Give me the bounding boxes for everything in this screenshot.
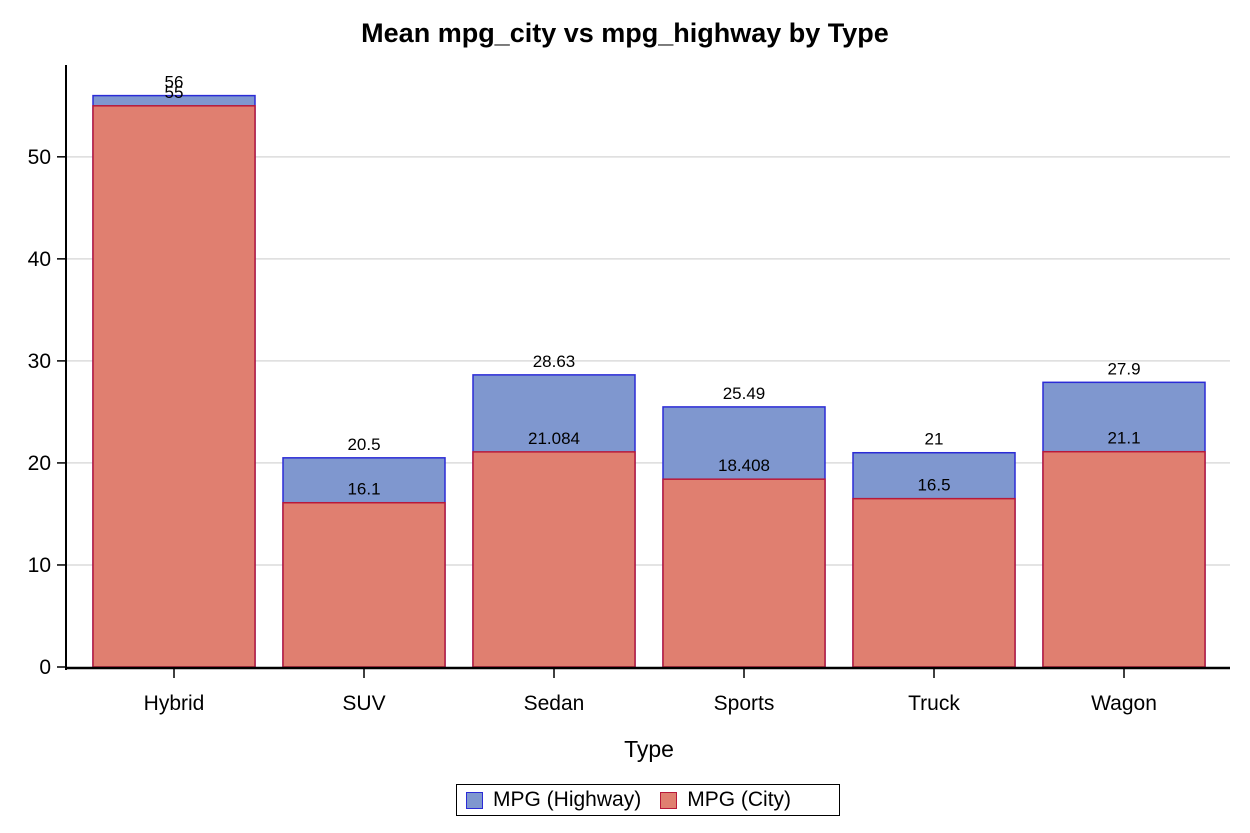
legend-label-highway: MPG (Highway) — [493, 788, 642, 811]
bar-city-suv — [282, 501, 446, 668]
x-tick-label-sedan: Sedan — [524, 692, 585, 715]
data-label-city-suv: 16.1 — [347, 480, 380, 499]
data-label-highway-sedan: 28.63 — [533, 352, 576, 371]
data-label-city-truck: 16.5 — [917, 476, 950, 495]
y-tick-label-30: 30 — [28, 350, 51, 373]
data-label-city-sedan: 21.084 — [528, 429, 580, 448]
y-tick-label-50: 50 — [28, 146, 51, 169]
legend-swatch-city — [660, 791, 678, 809]
legend-item-city: MPG (City) — [660, 788, 791, 812]
x-tick-label-sports: Sports — [714, 692, 775, 715]
data-label-city-wagon: 21.1 — [1107, 429, 1140, 448]
legend-item-highway: MPG (Highway) — [466, 788, 641, 812]
bar-city-truck — [852, 497, 1016, 668]
x-tick-label-suv: SUV — [342, 692, 385, 715]
bar-city-sports — [662, 478, 826, 668]
x-tick-label-hybrid: Hybrid — [144, 692, 205, 715]
bar-city-hybrid — [92, 105, 256, 668]
legend-label-city: MPG (City) — [687, 788, 792, 811]
y-tick-label-20: 20 — [28, 452, 51, 475]
y-tick-label-40: 40 — [28, 248, 51, 271]
data-label-highway-suv: 20.5 — [347, 435, 380, 454]
y-tick-label-0: 0 — [39, 656, 51, 679]
data-label-city-sports: 18.408 — [718, 456, 770, 475]
data-label-highway-wagon: 27.9 — [1107, 359, 1140, 378]
x-tick-label-wagon: Wagon — [1091, 692, 1157, 715]
x-tick-label-truck: Truck — [908, 692, 960, 715]
bar-city-wagon — [1042, 450, 1206, 668]
data-label-highway-hybrid: 56 — [165, 73, 184, 92]
data-label-highway-sports: 25.49 — [723, 384, 766, 403]
chart-title: Mean mpg_city vs mpg_highway by Type — [361, 18, 889, 48]
data-label-highway-truck: 21 — [925, 430, 944, 449]
y-tick-label-10: 10 — [28, 554, 51, 577]
x-axis-title: Type — [624, 736, 674, 762]
bar-city-sedan — [472, 451, 636, 668]
legend: MPG (Highway) MPG (City) — [456, 784, 840, 816]
legend-swatch-highway — [466, 791, 483, 809]
data-label-city-hybrid: 55 — [165, 83, 184, 102]
